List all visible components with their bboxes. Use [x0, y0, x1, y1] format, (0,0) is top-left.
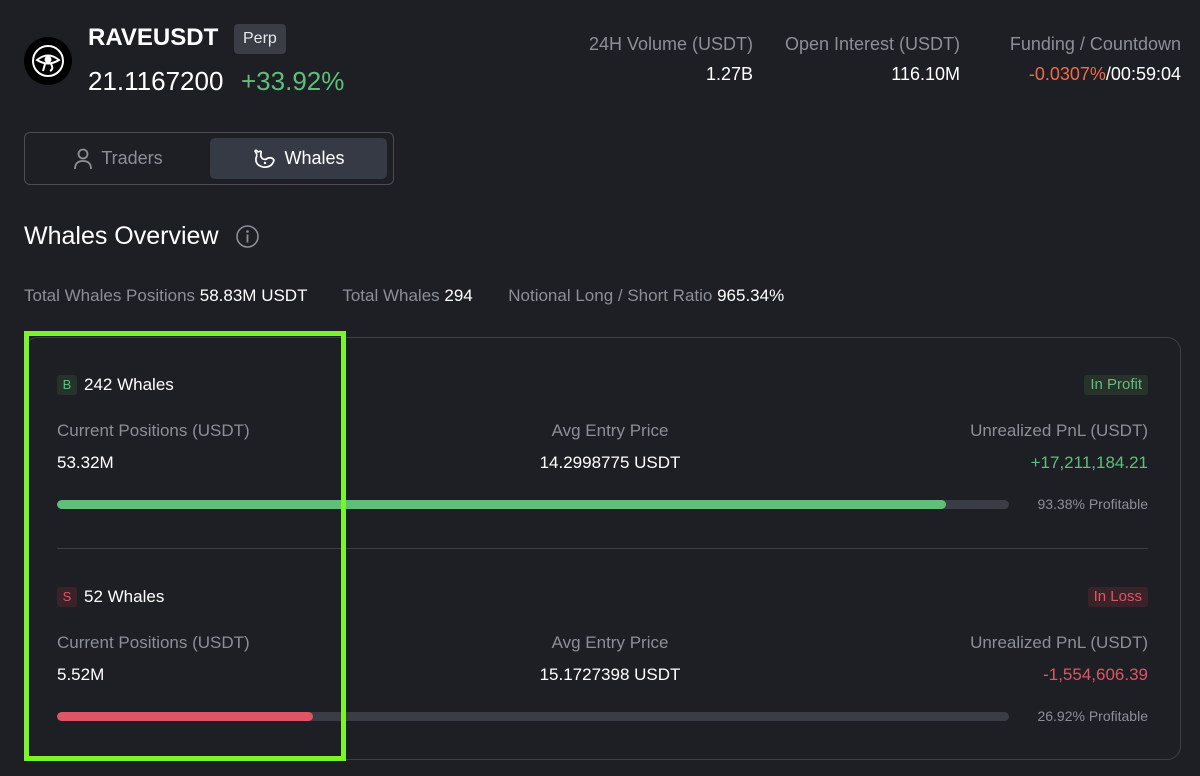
tab-traders-label: Traders — [101, 148, 163, 168]
view-tabs: Traders Whales — [24, 132, 394, 185]
long-pnl-value: +17,211,184.21 — [1030, 453, 1148, 472]
person-icon — [74, 148, 93, 169]
total-whales-value: 294 — [444, 286, 473, 305]
short-entry-label: Avg Entry Price — [551, 633, 669, 652]
long-side-badge: B — [57, 375, 77, 395]
last-price: 21.1167200 — [88, 66, 224, 96]
funding-value: -0.0307%/00:59:04 — [1029, 64, 1181, 85]
volume-value: 1.27B — [705, 64, 753, 84]
open-interest-label: Open Interest (USDT) — [784, 34, 960, 54]
overview-summary: Total Whales Positions 58.83M USDT Total… — [24, 286, 784, 306]
group-divider — [57, 548, 1148, 549]
short-positions-value: 5.52M — [57, 665, 105, 684]
total-positions-label: Total Whales Positions — [24, 286, 196, 305]
long-profitable-bar — [57, 500, 1009, 509]
short-whales-count: 52 Whales — [84, 587, 165, 606]
funding-separator: / — [1105, 64, 1111, 84]
funding-rate: -0.0307% — [1028, 64, 1106, 84]
info-icon[interactable] — [235, 224, 260, 254]
in-loss-badge: In Loss — [1087, 587, 1148, 607]
short-pnl-value: -1,554,606.39 — [1043, 665, 1148, 684]
ratio-label: Notional Long / Short Ratio — [508, 286, 713, 305]
symbol-title: RAVEUSDT — [88, 24, 219, 51]
short-pnl-label: Unrealized PnL (USDT) — [970, 633, 1148, 652]
funding-label: Funding / Countdown — [1009, 34, 1181, 54]
long-pnl-label: Unrealized PnL (USDT) — [970, 421, 1148, 440]
overview-title: Whales Overview — [24, 222, 219, 250]
total-positions-value: 58.83M USDT — [199, 286, 308, 305]
short-profitable-fill — [57, 712, 314, 721]
long-positions-value: 53.32M — [57, 453, 114, 472]
short-profitable-text: 26.92% Profitable — [1037, 708, 1148, 724]
open-interest-value: 116.10M — [891, 64, 960, 84]
total-whales-label: Total Whales — [342, 286, 440, 305]
short-positions-label: Current Positions (USDT) — [57, 633, 250, 652]
long-whales-count: 242 Whales — [84, 375, 174, 394]
long-entry-value: 14.2998775 USDT — [539, 453, 681, 472]
price-change-percent: +33.92% — [241, 66, 345, 96]
long-entry-label: Avg Entry Price — [551, 421, 669, 440]
long-profitable-fill — [57, 500, 946, 509]
tab-traders[interactable]: Traders — [29, 138, 207, 179]
contract-type-badge: Perp — [234, 24, 286, 54]
short-entry-value: 15.1727398 USDT — [539, 665, 681, 684]
short-side-badge: S — [57, 587, 77, 607]
tab-whales-label: Whales — [284, 148, 345, 168]
whale-icon — [254, 148, 276, 168]
long-profitable-text: 93.38% Profitable — [1037, 496, 1148, 512]
highlight-box — [24, 331, 346, 761]
funding-countdown: 00:59:04 — [1110, 64, 1181, 84]
in-profit-badge: In Profit — [1084, 375, 1148, 395]
token-logo — [24, 37, 72, 85]
ratio-value: 965.34% — [717, 286, 785, 305]
long-positions-label: Current Positions (USDT) — [57, 421, 250, 440]
volume-label: 24H Volume (USDT) — [588, 34, 753, 54]
eye-of-horus-icon — [32, 45, 64, 77]
tab-whales[interactable]: Whales — [210, 138, 387, 179]
short-profitable-bar — [57, 712, 1009, 721]
